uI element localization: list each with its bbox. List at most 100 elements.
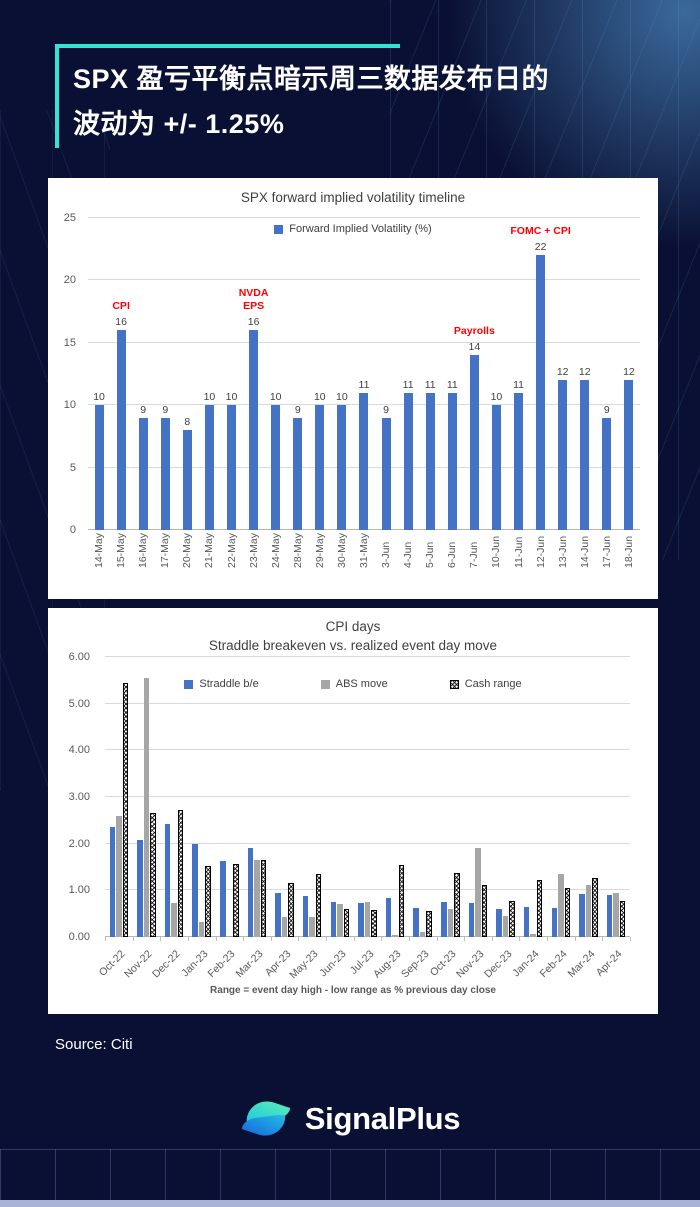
chart-subtitle: Straddle breakeven vs. realized event da… bbox=[208, 638, 498, 653]
y-axis-tick-label: 20 bbox=[63, 274, 76, 287]
straddle-b-e-bar bbox=[109, 827, 116, 937]
abs-move-bar bbox=[613, 893, 619, 937]
gridline bbox=[105, 842, 630, 844]
volatility-bar bbox=[403, 392, 413, 530]
volatility-bar bbox=[182, 430, 192, 530]
gridline bbox=[88, 217, 640, 218]
x-axis-tick-label: 5-Jun bbox=[424, 541, 437, 569]
axis-tick bbox=[160, 937, 162, 941]
bars bbox=[105, 657, 630, 937]
cash-range-bar bbox=[481, 884, 488, 937]
bar-group bbox=[271, 883, 299, 937]
legend-item: ABS move bbox=[320, 678, 388, 690]
x-axis-tick-label: 11-Jun bbox=[512, 536, 525, 569]
y-axis-tick-label: 2.00 bbox=[68, 837, 90, 850]
x-axis-tick-label: 18-Jun bbox=[622, 535, 635, 569]
bar-value-label: 9 bbox=[294, 403, 301, 416]
volatility-bar bbox=[602, 417, 612, 530]
axis-tick bbox=[298, 937, 300, 941]
bar-group bbox=[409, 907, 437, 937]
volatility-bar bbox=[469, 355, 479, 530]
cash-range-bar bbox=[509, 901, 515, 937]
gridline bbox=[105, 889, 630, 891]
abs-move-bar bbox=[254, 860, 260, 937]
cash-range-bar bbox=[122, 682, 129, 937]
x-axis-tick-label: 6-Jun bbox=[446, 541, 459, 569]
abs-move-bar bbox=[419, 931, 426, 937]
bar-group bbox=[354, 902, 382, 937]
volatility-bar bbox=[558, 380, 568, 530]
abs-move-bar bbox=[475, 848, 481, 937]
legend-marker-icon bbox=[184, 679, 194, 689]
bar-value-label: 11 bbox=[446, 378, 458, 391]
volatility-bar bbox=[315, 405, 325, 530]
x-axis-tick-label: 4-Jun bbox=[402, 541, 415, 569]
legend-marker-icon bbox=[274, 224, 284, 234]
axis-tick bbox=[105, 937, 106, 941]
volatility-bar bbox=[138, 417, 148, 530]
bar-value-label: 9 bbox=[603, 403, 610, 416]
bar-value-label: 12 bbox=[556, 366, 569, 379]
signalplus-logo-text: SignalPlus bbox=[304, 1100, 461, 1136]
volatility-bar bbox=[116, 330, 126, 530]
bar-column: 10 bbox=[485, 218, 507, 530]
volatility-bar bbox=[359, 392, 369, 530]
straddle-b-e-bar bbox=[330, 902, 337, 937]
bottom-strip-decoration bbox=[0, 1200, 700, 1207]
bar-group bbox=[216, 861, 244, 937]
y-axis-tick-label: 1.00 bbox=[68, 884, 90, 897]
spx-implied-volatility-chart: SPX forward implied volatility timeline … bbox=[48, 178, 658, 599]
bar-value-label: 11 bbox=[358, 378, 370, 391]
abs-move-bar bbox=[364, 902, 371, 937]
bar-group bbox=[298, 874, 326, 937]
cash-range-bar bbox=[150, 813, 156, 937]
bar-group bbox=[105, 682, 133, 937]
volatility-bar bbox=[337, 405, 347, 530]
axis-tick bbox=[630, 937, 631, 941]
title-accent-line bbox=[55, 44, 59, 148]
cash-range-bar bbox=[288, 883, 294, 937]
axis-tick bbox=[353, 937, 355, 941]
volatility-bar bbox=[204, 405, 214, 530]
chart-footnote: Range = event day high - low range as % … bbox=[210, 985, 496, 996]
straddle-b-e-bar bbox=[275, 892, 281, 937]
bar-column: 10 bbox=[220, 218, 242, 530]
x-axis-tick-label: 12-Jun bbox=[534, 535, 547, 569]
straddle-b-e-bar bbox=[413, 907, 419, 937]
legend-item: Cash range bbox=[449, 678, 522, 690]
x-axis-tick-label: 20-May bbox=[181, 533, 194, 569]
cash-range-bar bbox=[564, 888, 571, 937]
x-axis-tick-label: 16-May bbox=[137, 533, 150, 569]
bar-group bbox=[547, 874, 575, 937]
axis-tick bbox=[326, 937, 328, 941]
volatility-bar bbox=[94, 405, 104, 530]
axis-tick bbox=[574, 937, 576, 941]
legend-label: Cash range bbox=[464, 678, 522, 690]
straddle-b-e-bar bbox=[551, 908, 558, 937]
chart-legend: Forward Implied Volatility (%) bbox=[48, 223, 658, 235]
title-accent-line bbox=[55, 44, 400, 48]
y-axis-tick-label: 5.00 bbox=[68, 697, 90, 710]
bar-value-label: 12 bbox=[623, 366, 635, 379]
x-axis-tick-label: 3-Jun bbox=[380, 541, 393, 569]
cash-range-bar bbox=[426, 910, 432, 937]
page-title-line2: 波动为 +/- 1.25% bbox=[73, 109, 285, 139]
abs-move-bar bbox=[585, 885, 592, 937]
bar-value-label: 16 bbox=[115, 316, 127, 329]
bar-value-label: 10 bbox=[93, 391, 105, 404]
bar-column: 10 bbox=[198, 218, 220, 530]
cash-range-bar bbox=[398, 864, 405, 937]
gridline bbox=[88, 341, 640, 343]
event-annotation: CPI bbox=[112, 300, 130, 313]
plot-area bbox=[105, 656, 630, 937]
abs-move-bar bbox=[116, 815, 122, 937]
cash-range-bar bbox=[177, 810, 184, 937]
x-axis-tick-label: 21-May bbox=[203, 533, 216, 569]
bar-column: 11 bbox=[353, 218, 375, 530]
bar-group bbox=[464, 848, 492, 937]
bar-group bbox=[133, 678, 161, 937]
cpi-days-chart: CPI days Straddle breakeven vs. realized… bbox=[48, 608, 658, 1014]
bar-group bbox=[519, 879, 547, 937]
axis-tick bbox=[408, 937, 410, 941]
bar-column: 11 bbox=[397, 218, 419, 530]
